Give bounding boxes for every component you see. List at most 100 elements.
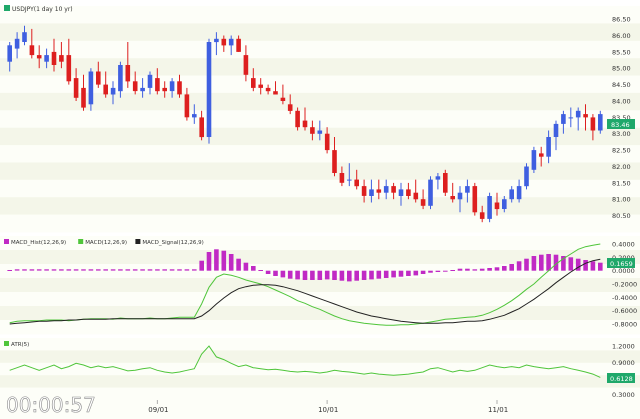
y-tick-label: 81.00 (612, 196, 631, 204)
candle-body (66, 55, 72, 82)
atr-background-bands (0, 338, 640, 401)
candle-body (428, 179, 433, 206)
y-tick-label: 84.00 (612, 98, 631, 106)
macd-hist-bar (22, 269, 27, 271)
price-panel[interactable]: USDJPY(1 day 10 yr) 86.50 86.00 85.50 85.00… (0, 5, 640, 233)
macd-hist-bar (96, 269, 101, 271)
macd-hist-bar (51, 269, 57, 271)
candle-body (302, 120, 308, 128)
candle-body (88, 71, 94, 105)
candle-body (509, 189, 514, 200)
candle-body (376, 189, 382, 193)
background-band (0, 338, 640, 351)
y-tick-label: -0.4000 (612, 294, 637, 302)
y-tick-label: 1.2000 (612, 343, 635, 351)
background-band (0, 197, 640, 216)
video-timestamp: 00:00:57 (6, 393, 96, 417)
macd-hist-bar (531, 256, 537, 271)
macd-hist-bar (435, 270, 441, 272)
candle-body (598, 114, 603, 131)
macd-hist-bar (295, 270, 300, 280)
macd-hist-bar (273, 270, 278, 276)
macd-hist-bar (310, 270, 315, 280)
macd-hist-bar (524, 258, 529, 271)
background-band (0, 145, 640, 163)
candle-body (280, 97, 286, 101)
background-band (0, 23, 640, 42)
candle-body (199, 117, 204, 138)
background-band (0, 40, 640, 59)
atr-line (9, 345, 601, 378)
candle-body (228, 38, 234, 46)
macd-panel[interactable]: MACD_Hist(12,26,9) MACD(12,26,9) MACD_Sign… (0, 236, 640, 335)
atr-legend: ATR(5) (4, 341, 29, 348)
macd-hist-bar (369, 270, 374, 280)
candle-body (317, 130, 323, 134)
macd-hist-bar (184, 269, 190, 271)
background-band (0, 350, 640, 364)
y-tick-label: 0.2000 (612, 254, 635, 262)
macd-hist-bar (155, 269, 160, 271)
macd-legend-swatch (135, 239, 141, 244)
candle-body (435, 176, 441, 180)
candle-body (206, 42, 212, 137)
macd-hist-bar (354, 270, 359, 281)
macd-hist-bar (317, 270, 323, 280)
y-tick-label: -0.8000 (612, 321, 637, 329)
y-tick-label: 85.50 (612, 48, 631, 56)
candle-body (192, 114, 197, 118)
macd-hist-bar (59, 269, 64, 271)
candle-body (103, 84, 108, 95)
candle-body (539, 153, 544, 157)
price-candles (7, 25, 603, 223)
y-tick-label: 83.00 (612, 130, 631, 138)
atr-legend-swatch (4, 341, 9, 346)
macd-hist-bar (398, 270, 404, 277)
background-band (0, 110, 640, 129)
candle-body (162, 87, 167, 92)
background-band (0, 306, 640, 321)
candle-body (590, 117, 596, 131)
candle-body (583, 114, 588, 118)
candle-body (214, 38, 219, 43)
macd-y-axis: 0.4000 0.2000 0.0000 -0.2000 -0.4000 -0.6000 -… (612, 241, 637, 329)
candle-body (110, 87, 116, 95)
macd-hist-bar (147, 269, 153, 271)
macd-hist-bar (265, 270, 271, 274)
macd-hist-bar (125, 269, 131, 271)
macd-hist-bar (103, 269, 108, 271)
macd-hist-bar (347, 270, 352, 282)
macd-hist-bar (177, 269, 182, 271)
macd-legend: MACD_Hist(12,26,9) MACD(12,26,9) MACD_Sign… (4, 239, 204, 246)
y-tick-label: 86.50 (612, 16, 631, 24)
y-tick-label: 81.50 (612, 179, 631, 187)
macd-hist-bar (206, 252, 212, 271)
candle-body (295, 110, 300, 128)
macd-hist-bar (243, 262, 249, 271)
macd-hist-bar (258, 270, 263, 271)
last-price-tag: 83.46 (607, 119, 635, 129)
macd-hist-bar (479, 268, 485, 271)
macd-hist-bar (332, 270, 337, 280)
background-band (0, 278, 640, 293)
macd-hist-bar (199, 260, 204, 271)
macd-hist-bar (443, 270, 448, 272)
macd-hist-bar (110, 269, 116, 271)
candle-body (324, 133, 330, 151)
candle-body (553, 123, 559, 137)
candle-body (361, 186, 367, 196)
macd-hist-bar (450, 270, 455, 271)
macd-hist-bar (598, 262, 603, 271)
candle-body (568, 117, 574, 119)
candle-body (546, 137, 551, 157)
x-tick-label: 11/01 (488, 406, 508, 414)
macd-legend-label: MACD_Signal(12,26,9) (142, 240, 203, 246)
macd-hist-bar (29, 269, 35, 271)
macd-hist-bar (324, 270, 330, 280)
candle-body (221, 38, 227, 46)
macd-hist-bar (575, 258, 581, 271)
price-legend-swatch (4, 5, 10, 11)
macd-hist-bar (214, 249, 219, 271)
candle-body (118, 65, 123, 92)
